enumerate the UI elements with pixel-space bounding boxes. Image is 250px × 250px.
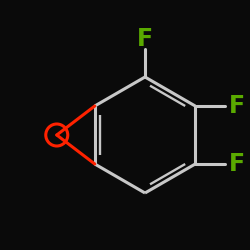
Text: F: F	[229, 94, 245, 118]
Text: F: F	[229, 152, 245, 176]
Text: F: F	[137, 27, 153, 51]
